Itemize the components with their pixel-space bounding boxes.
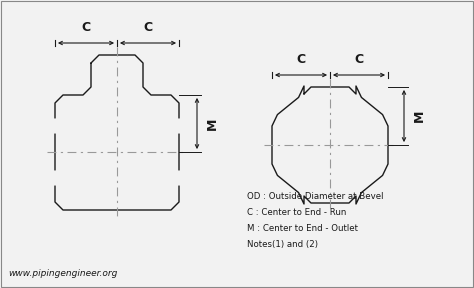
Text: M: M [413,110,426,122]
Text: M : Center to End - Outlet: M : Center to End - Outlet [247,224,358,233]
Text: Notes(1) and (2): Notes(1) and (2) [247,240,318,249]
Text: C: C [144,21,153,34]
Text: www.pipingengineer.org: www.pipingengineer.org [8,269,118,278]
Text: C: C [82,21,91,34]
Text: OD : Outside Diameter at Bevel: OD : Outside Diameter at Bevel [247,192,383,201]
Text: C : Center to End - Run: C : Center to End - Run [247,208,346,217]
Text: M: M [206,117,219,130]
Text: C: C [355,53,364,66]
Text: C: C [296,53,306,66]
